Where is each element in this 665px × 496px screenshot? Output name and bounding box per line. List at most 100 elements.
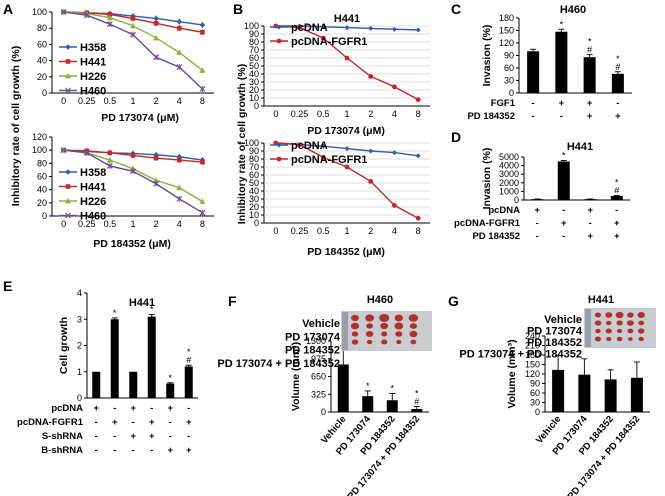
data-point-pcDNA-FGFR1: [415, 97, 421, 102]
legend-label: pcDNA: [291, 22, 328, 34]
y-tick-label: 325: [311, 389, 326, 399]
legend-marker: [65, 212, 71, 219]
bar: [555, 31, 568, 93]
data-point-H226: [106, 14, 113, 21]
y-tick-label: 210: [525, 341, 540, 351]
data-point-pcDNA-FGFR1: [368, 74, 374, 79]
y-axis-label: Cell growth: [58, 317, 70, 374]
data-point-H358: [153, 15, 159, 22]
group-sign: -: [536, 218, 539, 229]
y-tick-label: 30: [504, 76, 514, 86]
legend-label: H358: [80, 167, 106, 179]
y-tick-label: 180: [525, 350, 540, 360]
data-point-H460: [83, 12, 90, 19]
group-sign: -: [169, 431, 172, 442]
data-point-pcDNA: [391, 150, 397, 156]
group-label: FGF1: [491, 98, 516, 109]
marker-stroke: [199, 209, 206, 216]
y-tick-label: 4: [77, 288, 82, 298]
y-tick-label: 0: [42, 88, 47, 98]
y-tick-label: 90: [504, 51, 514, 61]
y-tick-label: 30: [249, 77, 259, 87]
tumor: [616, 336, 623, 342]
tumor: [615, 311, 624, 319]
tumor: [380, 322, 389, 330]
panel-letter-G: G: [448, 293, 459, 309]
data-point-pcDNA-FGFR1: [297, 142, 302, 148]
x-tick-label: 2: [368, 226, 373, 236]
data-point-H460: [176, 64, 183, 71]
tumor: [626, 320, 634, 326]
bar: [362, 396, 374, 412]
y-tick-label: 1: [77, 367, 82, 377]
marker-stroke: [199, 86, 206, 92]
data-point-pcDNA: [415, 153, 421, 159]
y-tick-label: 120: [32, 132, 47, 142]
group-sign: -: [113, 431, 116, 442]
tumor: [396, 339, 402, 345]
x-tick-label: 1: [344, 226, 349, 236]
chart-C: 0 30 60 90 120 150 180 H460 Invasion (%) FGF1 - + + -…: [467, 4, 632, 122]
group-sign: +: [149, 417, 155, 428]
x-tick-label: 0.5: [104, 219, 117, 229]
x-axis-label: PD 173074 (μM): [307, 125, 385, 137]
y-axis-label: Inhibitory rate of cell growth (%): [10, 46, 22, 206]
tumor: [381, 339, 388, 345]
y-axis-label: Inhibitory rate of cell growth (%): [236, 64, 248, 224]
data-point-H226: [176, 184, 183, 191]
legend-marker: [65, 59, 71, 64]
panel-letter-B: B: [233, 1, 243, 17]
group-sign: -: [150, 445, 153, 456]
significance-mark-line: #: [587, 45, 592, 55]
x-tick-label: 0.25: [78, 219, 96, 229]
data-point-pcDNA: [391, 26, 397, 32]
group-sign: -: [169, 417, 172, 428]
significance-mark: *: [366, 381, 370, 391]
data-point-H226: [199, 198, 206, 204]
y-tick-label: 0: [77, 393, 82, 403]
y-tick-label: 3: [77, 314, 82, 324]
x-tick-label: 8: [200, 219, 205, 229]
x-tick-label: 0.25: [78, 96, 96, 106]
data-point-pcDNA: [320, 24, 326, 30]
significance-mark-line: *: [415, 389, 419, 399]
y-tick-label: 50: [249, 178, 259, 188]
tumor: [379, 313, 390, 323]
data-point-pcDNA-FGFR1: [297, 25, 302, 30]
group-label: pcDNA-FGFR1: [454, 218, 521, 229]
y-tick-label: 1000: [499, 186, 519, 196]
tumor: [595, 328, 601, 334]
x-tick-label: 2: [368, 109, 373, 119]
group-sign: +: [534, 205, 540, 216]
y-tick-label: 90: [249, 29, 259, 39]
data-point-pcDNA-FGFR1: [392, 203, 397, 208]
data-point-pcDNA-FGFR1: [344, 164, 350, 170]
data-point-pcDNA: [344, 25, 350, 31]
y-tick-label: 100: [244, 21, 259, 31]
x-tick-label: 4: [392, 226, 397, 236]
group-sign: -: [132, 417, 135, 428]
x-tick-label: 4: [392, 109, 397, 119]
y-tick-label: 100: [244, 138, 259, 148]
data-point-H460: [60, 147, 67, 154]
group-sign: +: [587, 111, 593, 122]
significance-mark-line: *: [187, 347, 191, 357]
tumor: [395, 331, 403, 337]
tumor: [351, 331, 359, 337]
significance-mark-line: *: [150, 305, 154, 315]
significance-mark-line: #: [414, 397, 419, 407]
marker-stroke: [106, 21, 113, 28]
data-point-H441: [130, 153, 136, 158]
data-point-pcDNA: [344, 146, 350, 152]
legend-label: H441: [80, 182, 106, 194]
significance-mark: * #: [414, 389, 419, 407]
group-sign: -: [560, 111, 563, 122]
chart-title: H441: [588, 294, 614, 306]
group-sign: +: [587, 98, 593, 109]
y-tick-label: 80: [37, 158, 47, 168]
y-tick-label: 2000: [499, 178, 519, 188]
